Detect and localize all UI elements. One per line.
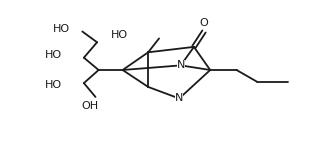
Text: HO: HO	[53, 24, 70, 34]
Text: N: N	[177, 60, 185, 70]
Text: HO: HO	[45, 50, 62, 60]
Text: HO: HO	[111, 30, 128, 40]
Text: OH: OH	[82, 101, 99, 111]
Text: N: N	[175, 93, 183, 103]
Text: O: O	[200, 18, 208, 28]
Text: HO: HO	[45, 80, 62, 90]
